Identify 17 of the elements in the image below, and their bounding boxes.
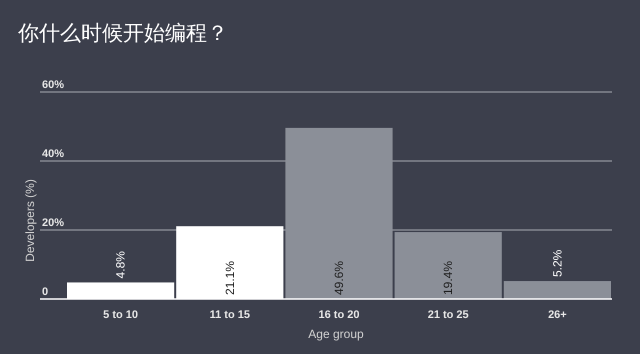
x-tick-label: 11 to 15	[210, 309, 250, 321]
data-label: 5.2%	[550, 249, 564, 278]
data-label: 49.6%	[332, 260, 346, 295]
y-axis-title: Developers (%)	[23, 179, 37, 262]
x-tick-label: 16 to 20	[318, 309, 360, 321]
y-tick-label: 20%	[42, 217, 64, 229]
x-tick-label: 21 to 25	[428, 309, 469, 321]
x-axis-title: Age group	[308, 327, 364, 341]
x-tick-label: 26+	[548, 309, 567, 321]
y-tick-label: 0	[42, 286, 48, 298]
x-tick-label: 5 to 10	[103, 309, 138, 321]
data-label: 21.1%	[222, 260, 237, 295]
chart-title: 你什么时候开始编程？	[17, 22, 228, 45]
data-label: 19.4%	[441, 260, 456, 295]
y-tick-label: 40%	[42, 148, 64, 160]
y-tick-label: 60%	[42, 79, 64, 91]
data-label: 4.8%	[114, 250, 128, 278]
